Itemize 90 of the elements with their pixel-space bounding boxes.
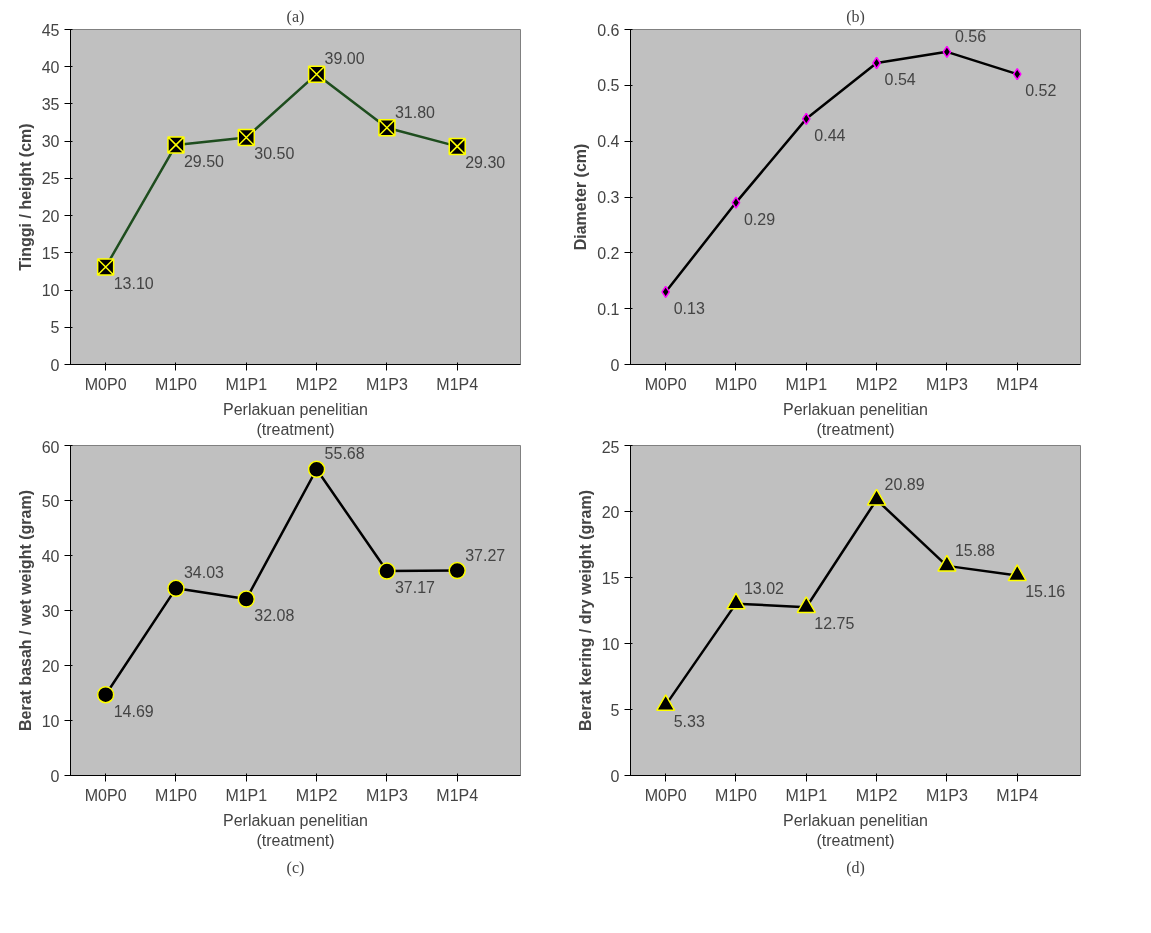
y-tick-label: 0 — [50, 356, 60, 374]
x-tick-label: M1P4 — [436, 375, 479, 393]
y-tick-label: 35 — [41, 95, 60, 113]
y-tick-label: 5 — [50, 319, 60, 337]
y-tick-label: 25 — [601, 438, 620, 456]
data-label: 29.50 — [183, 152, 225, 170]
y-axis-title: Tinggi / height (cm) — [16, 123, 34, 271]
y-axis-title: Diameter (cm) — [572, 143, 590, 251]
data-label: 5.33 — [673, 713, 705, 731]
y-tick-label: 20 — [41, 207, 60, 225]
data-label: 20.89 — [884, 475, 925, 493]
x-tick-label: M1P4 — [996, 786, 1039, 804]
x-tick-label: M1P3 — [366, 375, 408, 393]
data-label: 30.50 — [254, 145, 295, 163]
data-label: 39.00 — [324, 50, 365, 68]
x-axis-title: Perlakuan penelitian (treatment) — [783, 811, 928, 849]
chart-title: (a) — [286, 7, 305, 26]
y-tick-label: 0.5 — [597, 77, 620, 95]
data-label: 12.75 — [814, 615, 855, 633]
x-tick-label: M1P4 — [436, 786, 479, 804]
y-tick-label: 20 — [601, 503, 620, 521]
data-label: 13.02 — [743, 579, 785, 597]
x-tick-label: M1P0 — [155, 786, 197, 804]
x-tick-label: M0P0 — [84, 375, 127, 393]
y-tick-label: 40 — [41, 58, 60, 76]
data-label: 32.08 — [254, 607, 295, 625]
x-tick-label: M1P0 — [715, 786, 757, 804]
text: (c) — [286, 858, 305, 877]
y-tick-label: 0 — [610, 356, 620, 374]
data-label: 14.69 — [113, 702, 154, 720]
y-tick-label: 0.2 — [597, 244, 620, 262]
data-label: 29.30 — [465, 154, 506, 172]
data-label: 0.54 — [884, 71, 916, 88]
y-tick-label: 25 — [41, 170, 60, 188]
data-label: 15.16 — [1025, 583, 1066, 601]
y-tick-label: 15 — [601, 569, 620, 587]
x-tick-label: M1P1 — [785, 786, 828, 804]
text: (d) — [846, 858, 865, 877]
x-tick-label: M1P3 — [926, 375, 968, 393]
data-label: 0.29 — [743, 210, 776, 228]
x-tick-label: M1P1 — [225, 375, 268, 393]
y-tick-label: 5 — [610, 701, 620, 719]
x-tick-label: M1P3 — [366, 786, 408, 804]
y-tick-label: 10 — [41, 282, 60, 300]
y-axis-title: Berat kering / dry weight (gram) — [576, 490, 594, 731]
x-axis-title: Perlakuan penelitian (treatment) — [223, 400, 368, 438]
data-label: 34.03 — [183, 564, 225, 582]
data-label: 37.17 — [394, 579, 436, 597]
data-label: 31.80 — [394, 103, 436, 121]
x-tick-label: M1P2 — [295, 786, 338, 804]
x-axis-title: Perlakuan penelitian (treatment) — [223, 811, 368, 849]
y-tick-label: 15 — [41, 244, 60, 262]
x-tick-label: M0P0 — [644, 375, 687, 393]
x-tick-label: M1P4 — [996, 375, 1039, 393]
data-label: 0.13 — [673, 299, 705, 317]
y-tick-label: 30 — [41, 133, 60, 151]
x-tick-label: M0P0 — [84, 786, 127, 804]
y-tick-label: 0.4 — [597, 133, 620, 151]
y-tick-label: 40 — [41, 547, 60, 565]
x-tick-label: M1P1 — [785, 375, 828, 393]
chart-title: (b) — [846, 7, 865, 26]
data-label: 37.27 — [465, 546, 506, 564]
x-tick-label: M1P2 — [855, 786, 898, 804]
x-tick-label: M1P2 — [855, 375, 898, 393]
y-tick-label: 50 — [41, 492, 60, 510]
y-tick-label: 20 — [41, 657, 60, 675]
y-tick-label: 30 — [41, 602, 60, 620]
x-axis-title: Perlakuan penelitian (treatment) — [783, 400, 928, 438]
y-tick-label: 0.3 — [597, 189, 620, 206]
y-tick-label: 0.1 — [597, 300, 620, 318]
y-tick-label: 0 — [50, 767, 60, 785]
data-label: 0.52 — [1025, 82, 1057, 100]
x-tick-label: M1P3 — [926, 786, 968, 804]
x-tick-label: M1P0 — [715, 375, 757, 393]
y-tick-label: 0.6 — [597, 21, 620, 39]
data-label: 0.56 — [954, 27, 987, 45]
x-tick-label: M0P0 — [644, 786, 687, 804]
y-tick-label: 45 — [41, 21, 60, 39]
x-tick-label: M1P2 — [295, 375, 338, 393]
x-tick-label: M1P1 — [225, 786, 268, 804]
y-tick-label: 10 — [601, 635, 620, 653]
x-tick-label: M1P0 — [155, 375, 197, 393]
data-label: 0.44 — [814, 126, 846, 144]
data-label: 55.68 — [324, 445, 365, 463]
data-label: 15.88 — [954, 541, 996, 559]
y-tick-label: 0 — [610, 767, 620, 785]
y-tick-label: 10 — [41, 712, 60, 730]
y-tick-label: 60 — [41, 438, 60, 456]
y-axis-title: Berat basah / wet weight (gram) — [16, 490, 34, 731]
data-label: 13.10 — [113, 274, 154, 292]
